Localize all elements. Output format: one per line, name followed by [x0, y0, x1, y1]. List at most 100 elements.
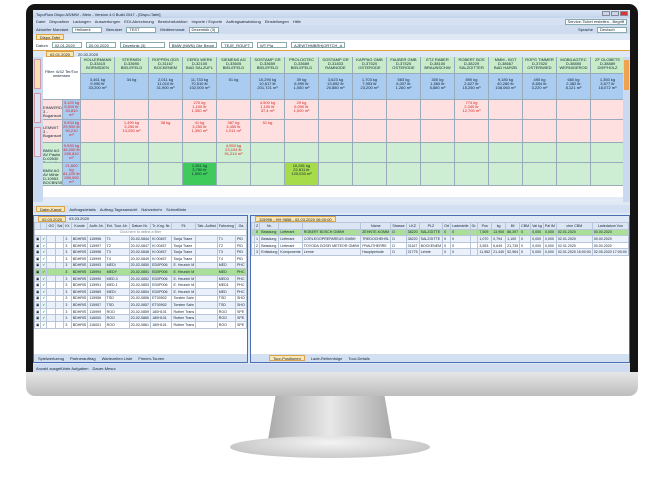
table-row[interactable]: ▣ ✔ 3 BDHRIS 115999 T4 20-02-0849 KI 00457 Tonja…: [34, 254, 247, 263]
customer-sum[interactable]: 10,290 kg 10,617 ltr 201,721 m³: [251, 74, 285, 100]
customer-header[interactable]: KAPPAG GMB D-37520 OSTERODE: [353, 57, 387, 74]
grid-corner[interactable]: Filter: 6/42 Ter/Tov ondensen: [43, 57, 81, 100]
customer-header[interactable]: MMM - BOT D-38667 BAD HARZB: [489, 57, 523, 74]
panel-tab[interactable]: Tour-Positionen: [269, 355, 305, 361]
dispo-cell[interactable]: [387, 100, 421, 120]
customer-sum[interactable]: 11,733 kg 70,510 ltr 102,000 m³: [183, 74, 217, 100]
depot-name[interactable]: BMW AG AV Mihle D-10953 BOCBNSIN: [43, 163, 63, 186]
column-header[interactable]: [301, 222, 362, 230]
table-row[interactable]: 1 Beladung Lieferant CORLEOOPREPAREUS GMBH T…: [251, 235, 630, 243]
customer-header[interactable]: ROPPEN GDS D-31167 BOCKENEM: [149, 57, 183, 74]
dispo-cell[interactable]: [353, 163, 387, 186]
menu-item[interactable]: EDI-Abrechnung: [124, 19, 154, 24]
customer-sum[interactable]: 9,180 kg 40,280 ltr 108,060 m³: [489, 74, 523, 100]
tour-tab[interactable]: 115996 - HH 9858 - 02.03.2020 06:00:00: [255, 216, 336, 222]
dispo-cell[interactable]: [353, 143, 387, 163]
depot-sum[interactable]: 21,600 kg 81,220 ltr 280,090 m³: [63, 163, 81, 186]
menu-item[interactable]: Importe / Exporte: [191, 19, 223, 24]
table-row[interactable]: 0 Beladung Lieferant ROBERT BOSCH GMBH ZEHNT…: [251, 228, 630, 237]
day-tab[interactable]: 02.03.2020: [38, 216, 67, 222]
dispo-cell[interactable]: [523, 143, 557, 163]
table-row[interactable]: ▣ ✔ 3 BDHRIS 115956 TSD 20-02-0856 ET00902 Torst…: [34, 294, 247, 303]
view-tab[interactable]: Auftrag-Tagesansicht: [99, 206, 138, 212]
column-header[interactable]: Kt.: [63, 222, 72, 230]
column-header[interactable]: PLZ: [418, 222, 444, 230]
menu-item[interactable]: Disposition: [49, 19, 69, 24]
dispo-cell[interactable]: 4,500 kg 1,100 ltr 37,4 m³: [251, 100, 285, 120]
customer-sum[interactable]: 51 kg: [217, 74, 251, 100]
filter-4[interactable]: WT Pla: [257, 42, 288, 48]
dispo-cell[interactable]: [319, 100, 353, 120]
dispo-cell[interactable]: 4,953 kg 23,104 ltr 91,214 m³: [217, 143, 251, 163]
dispo-cell[interactable]: 387 kg 3,450 ltr 1,011 m³: [217, 120, 251, 143]
dispo-cell[interactable]: 1,351 kg 3,750 ltr 1,000 m³: [183, 163, 217, 186]
dispo-cell[interactable]: [285, 120, 319, 143]
column-header[interactable]: Ga: [235, 222, 247, 230]
customer-sum[interactable]: 3,461 kg 9,990 ltr 33,200 m³: [81, 74, 115, 100]
filter-5[interactable]: AJEWTHMBRH|ORTCH_A: [291, 42, 346, 48]
customer-sum[interactable]: 300 kg 1,560 ltr 5,880 m³: [421, 74, 455, 100]
view-tab[interactable]: Nahverkehr: [141, 206, 163, 212]
dispo-cell[interactable]: [217, 100, 251, 120]
side-tab[interactable]: [34, 127, 41, 157]
column-header[interactable]: Ent. Tour.-Nr.: [104, 222, 130, 230]
customer-sum[interactable]: 583 kg 6,007 ltr 1,260 m³: [387, 74, 421, 100]
customer-sum[interactable]: 3,623 kg 13,892 ltr 20,880 m³: [319, 74, 353, 100]
legend-side-tab[interactable]: [624, 60, 629, 90]
dispo-cell[interactable]: [523, 120, 557, 143]
customer-header[interactable]: CERDI WERK D-32105 BAD SALZUFL: [183, 57, 217, 74]
dispo-cell[interactable]: [387, 120, 421, 143]
view-tab[interactable]: Dater-Kanal: [36, 206, 66, 212]
column-header[interactable]: Strasse: [390, 222, 407, 230]
depot-name[interactable]: BMW AG AV Paulin D-02630 Bocksitter: [43, 143, 63, 163]
column-header[interactable]: lM: [505, 222, 521, 230]
column-header[interactable]: Tr.-Kng. Nr.: [150, 222, 173, 230]
customer-sum[interactable]: 1,350 kg 3,677 ltr 18,072 m³: [591, 74, 623, 100]
table-row[interactable]: ▣ ✔ 3 BDHRIS 115957 TSD 20-02-0857 ET00902 Torst…: [34, 301, 247, 309]
dispo-cell[interactable]: [319, 143, 353, 163]
dispo-cell[interactable]: [149, 163, 183, 186]
table-row[interactable]: ▣ ✔ 3 BDHRIS 115996 T1 20-02-0844 KI 00457 Tonja…: [34, 235, 247, 243]
customer-header[interactable]: SIEMENS AG D-33605 BIELEFELD: [217, 57, 251, 74]
day-tab[interactable]: 03.03.2020: [69, 216, 90, 221]
dispo-cell[interactable]: [523, 100, 557, 120]
panel-tab[interactable]: Spielwerkzeug: [38, 355, 65, 361]
dispo-cell[interactable]: 29 kg 6,090 ltr 1,000 m³: [285, 100, 319, 120]
panel-tab[interactable]: Tour-Details: [348, 355, 370, 361]
column-header[interactable]: kg: [491, 222, 507, 230]
dispo-cell[interactable]: 51 kg: [251, 120, 285, 143]
dispo-cell[interactable]: [115, 163, 149, 186]
menu-item[interactable]: Datei: [36, 19, 46, 24]
dispo-cell[interactable]: [455, 120, 489, 143]
customer-header[interactable]: FAUBER GMB D-37520 OSTERODE: [387, 57, 421, 74]
dispo-cell[interactable]: [149, 100, 183, 120]
column-header[interactable]: Ladedatum Von: [591, 222, 629, 230]
customer-header[interactable]: STERNEN D-33690 BIELEFELD: [115, 57, 149, 74]
view-tab[interactable]: Schnellliste: [166, 206, 187, 212]
dispo-cell[interactable]: [591, 120, 623, 143]
view-tab[interactable]: Auftragsdetails: [69, 206, 96, 212]
table-row[interactable]: ▣ ✔ 3 BDHRIS 115998 T3 20-02-0848 KI 00457 Tonja…: [34, 248, 247, 256]
dispo-cell[interactable]: 270 kg 1,100 ltr 1,350 m³: [183, 100, 217, 120]
column-header[interactable]: Datum Nr.: [128, 222, 152, 230]
table-row[interactable]: ▣ ✔ 3 BDHRIS 115990 MED.3 20-02-0852 ED0P006 E. …: [34, 274, 247, 283]
panel-tab[interactable]: Wartezeiten Liste: [101, 355, 133, 361]
customer-header[interactable]: ETZ RABER D-38100 BRAUNSCHW: [421, 57, 455, 74]
dispo-cell[interactable]: [523, 163, 557, 186]
dispo-cell[interactable]: [81, 120, 115, 143]
table-row[interactable]: ▣ ✔ 3 BDHRIS 115991 MED.1 20-02-0853 ED0P006 E. …: [34, 281, 247, 289]
dispo-cell[interactable]: 41 kg 3,250 ltr 1,350 m³: [183, 120, 217, 143]
dispo-cell[interactable]: [489, 100, 523, 120]
column-header[interactable]: Pos: [477, 222, 493, 230]
side-tab[interactable]: [34, 59, 41, 89]
customer-sum[interactable]: 890 kg 2,627 ltr 15,260 m³: [455, 74, 489, 100]
customer-sum[interactable]: 34 kg: [115, 74, 149, 100]
minimize-button[interactable]: [602, 11, 610, 16]
dispo-cell[interactable]: [285, 143, 319, 163]
customer-sum[interactable]: 39 kg 6,990 ltr 1,050 m³: [285, 74, 319, 100]
column-header[interactable]: CBM: [519, 222, 532, 230]
dispo-cell[interactable]: [591, 100, 623, 120]
dispo-cell[interactable]: [489, 143, 523, 163]
dispo-cell[interactable]: [183, 143, 217, 163]
customer-header[interactable]: HOLLERMANN D-33415 BORNSDEN: [81, 57, 115, 74]
